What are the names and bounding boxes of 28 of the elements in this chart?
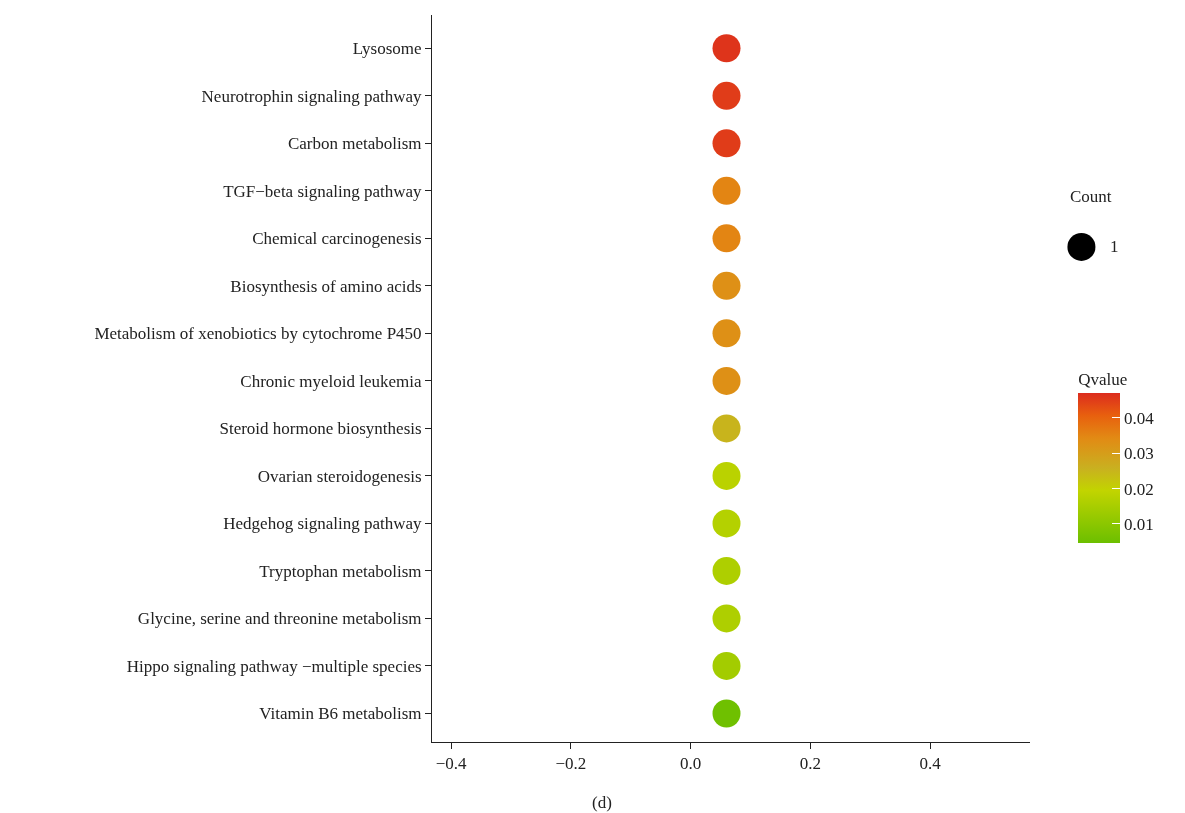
y-tick-label: Glycine, serine and threonine metabolism	[137, 609, 422, 629]
y-tick-label: Biosynthesis of amino acids	[230, 276, 422, 296]
color-bar-title: Qvalue	[1078, 370, 1128, 390]
y-tick-label: Steroid hormone biosynthesis	[219, 419, 422, 439]
color-bar-label: 0.04	[1123, 408, 1155, 428]
y-tick-label: Vitamin B6 metabolism	[259, 704, 422, 724]
y-tick-label: Chronic myeloid leukemia	[240, 371, 423, 391]
color-bar-label: 0.01	[1123, 514, 1154, 534]
y-tick-label: Neurotrophin signaling pathway	[201, 86, 423, 106]
y-tick-label: Hedgehog signaling pathway	[223, 514, 423, 534]
y-tick-label: Chemical carcinogenesis	[252, 229, 422, 249]
x-tick-label: −0.2	[555, 754, 587, 774]
y-tick-label: Carbon metabolism	[287, 134, 422, 154]
color-bar-label: 0.02	[1123, 479, 1154, 499]
legend-title: Count	[1070, 187, 1112, 206]
y-tick-label: Lysosome	[352, 39, 422, 59]
y-tick-label: Hippo signaling pathway −multiple species	[126, 656, 422, 676]
legend-label: 1	[1110, 237, 1119, 256]
y-tick-label: TGF−beta signaling pathway	[223, 181, 423, 201]
x-tick-label: 0.2	[799, 754, 821, 774]
x-tick-label: −0.4	[435, 754, 468, 774]
y-tick-label: Tryptophan metabolism	[259, 561, 422, 581]
y-tick-label: Metabolism of xenobiotics by cytochrome P450	[94, 324, 422, 344]
color-bar-label: 0.03	[1123, 444, 1154, 464]
y-tick-label: Ovarian steroidogenesis	[257, 466, 422, 486]
x-tick-label: 0.0	[679, 754, 702, 774]
x-tick-label: 0.4	[919, 754, 942, 774]
text: (d)	[592, 793, 612, 812]
